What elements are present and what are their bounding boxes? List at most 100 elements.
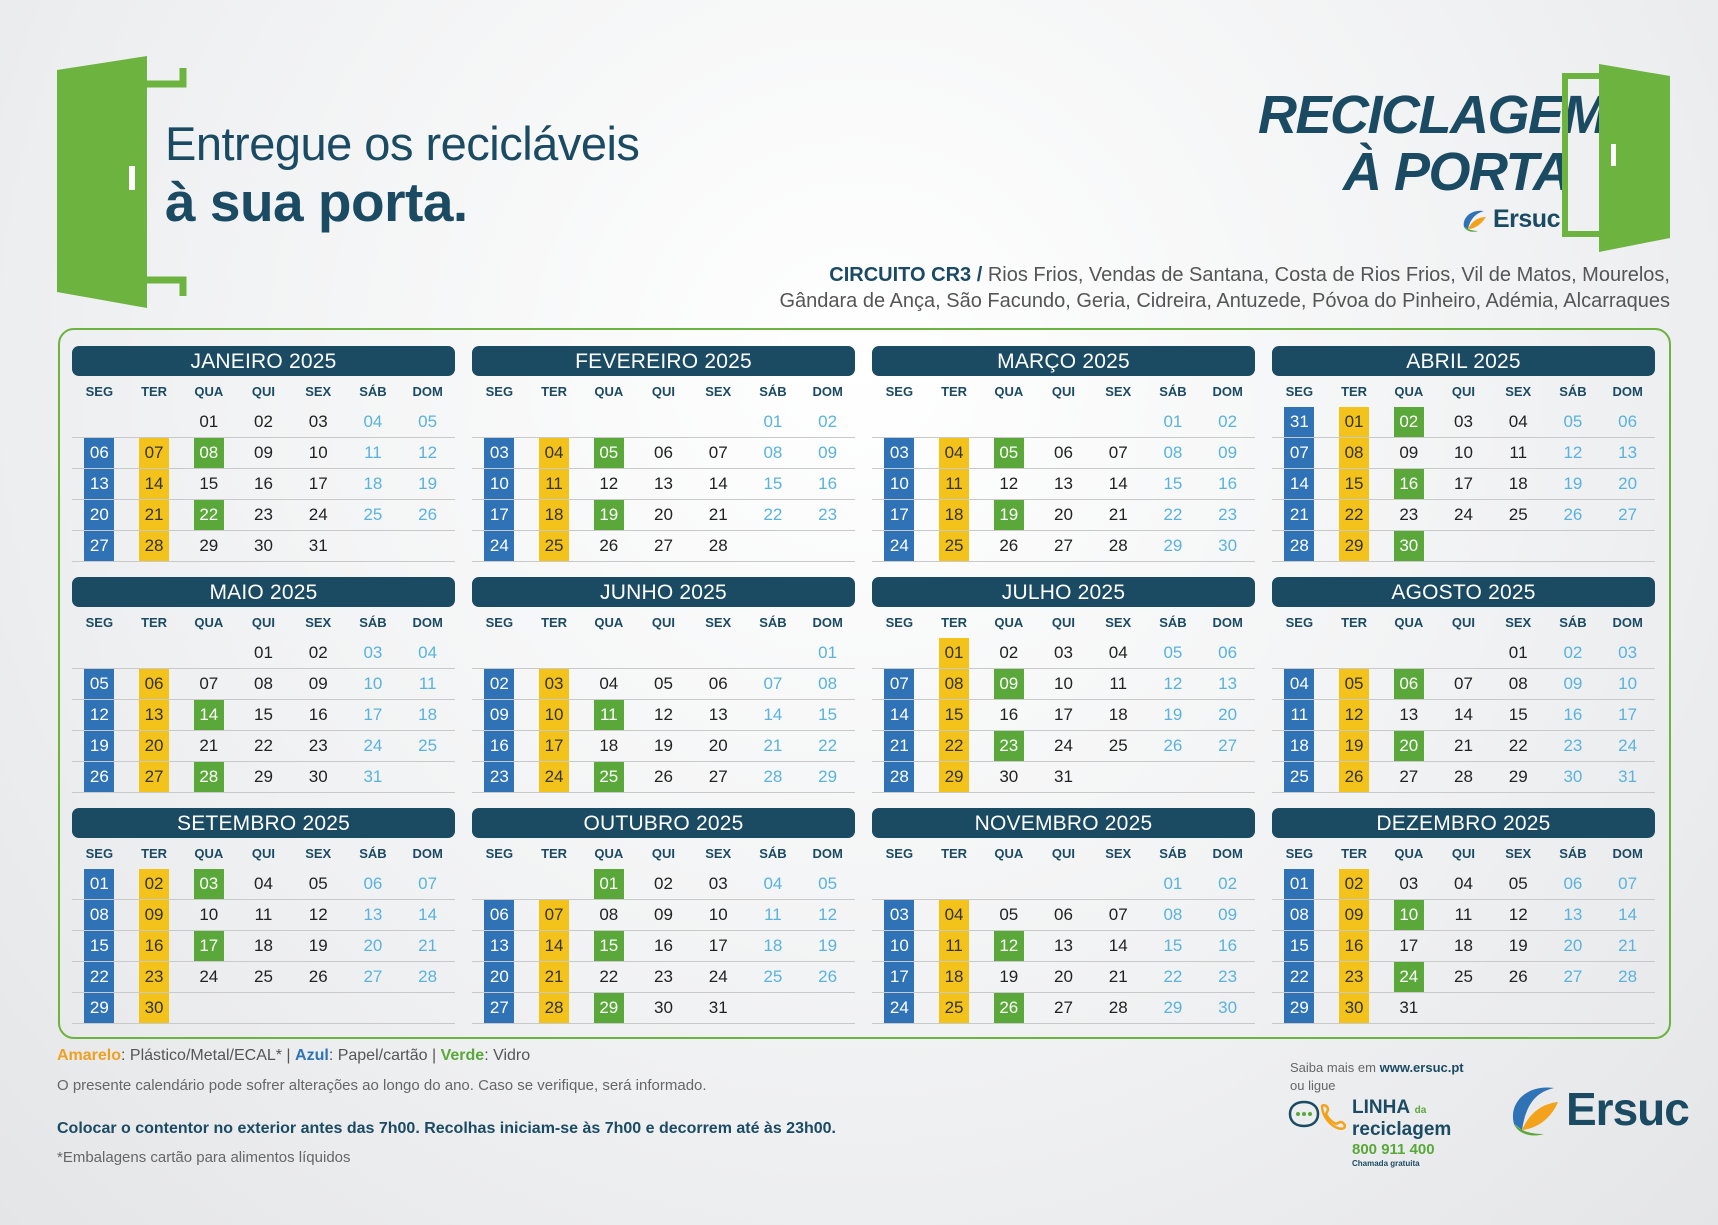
day-number: 24: [484, 531, 515, 561]
day-cell: 10: [472, 469, 527, 499]
day-number: 15: [1284, 931, 1315, 961]
weekday-label: QUI: [1451, 846, 1476, 861]
day-number: 16: [308, 705, 328, 724]
day-number: 06: [1218, 643, 1238, 662]
day-number: 18: [1284, 731, 1315, 761]
day-cell: 15: [1491, 700, 1546, 730]
day-cell: 03: [472, 438, 527, 468]
day-cell: 13: [1036, 931, 1091, 961]
day-number: 16: [999, 705, 1019, 724]
day-number: 03: [193, 869, 224, 899]
day-cell: 25: [1436, 962, 1491, 992]
day-cell: 25: [1491, 500, 1546, 530]
day-cell: 22: [181, 500, 236, 530]
empty-day-cell: [346, 993, 401, 1023]
day-cell: 05: [800, 869, 855, 899]
week-row: 08 09 10 11 12 13 14: [72, 900, 455, 931]
empty-day-cell: [181, 993, 236, 1023]
day-number: 21: [1108, 505, 1128, 524]
day-number: 09: [1218, 443, 1238, 462]
day-cell: 15: [181, 469, 236, 499]
week-row: 21 22 23 24 25 26 27: [872, 731, 1255, 762]
day-cell: 06: [636, 438, 691, 468]
day-number: 28: [193, 762, 224, 792]
day-cell: 10: [1600, 669, 1655, 699]
day-number: 29: [1339, 531, 1370, 561]
day-cell: 09: [981, 669, 1036, 699]
website-link[interactable]: www.ersuc.pt: [1379, 1060, 1464, 1075]
day-number: 12: [654, 705, 673, 724]
day-number: 04: [539, 438, 570, 468]
month-calendar: AGOSTO 2025 SEG TER QUA QUI SEX SÁB DOM 01 02 03 04…: [1272, 577, 1655, 795]
day-cell: 02: [636, 869, 691, 899]
circuit-description: CIRCUITO CR3 / Rios Frios, Vendas de San…: [779, 262, 1670, 314]
empty-day-cell: [1491, 531, 1546, 561]
day-number: 31: [1284, 407, 1315, 437]
weekday-label: QUA: [194, 846, 224, 861]
day-cell: 28: [1091, 993, 1146, 1023]
week-row: 01 02: [872, 407, 1255, 438]
day-cell: 07: [1436, 669, 1491, 699]
day-cell: 01: [72, 869, 127, 899]
week-row: 29 30 31: [1272, 993, 1655, 1024]
day-number: 09: [654, 905, 673, 924]
day-number: 07: [1284, 438, 1315, 468]
empty-day-cell: [472, 869, 527, 899]
day-number: 27: [708, 767, 728, 786]
day-number: 24: [708, 967, 728, 986]
week-row: 03 04 05 06 07 08 09: [472, 438, 855, 469]
week-row: 28 29 30 31: [872, 762, 1255, 793]
day-cell: 13: [691, 700, 746, 730]
day-number: 25: [593, 762, 624, 792]
day-number: 30: [1393, 531, 1424, 561]
day-number: 23: [1218, 967, 1238, 986]
day-cell: 14: [527, 931, 582, 961]
day-cell: 11: [927, 469, 982, 499]
day-cell: 18: [400, 700, 455, 730]
day-cell: 04: [346, 407, 401, 437]
day-cell: 21: [1091, 500, 1146, 530]
weekday-label: QUA: [1394, 615, 1424, 630]
week-row: 06 07 08 09 10 11 12: [72, 438, 455, 469]
day-number: 11: [1109, 674, 1128, 693]
day-cell: 17: [872, 500, 927, 530]
week-row: 31 01 02 03 04 05 06: [1272, 407, 1655, 438]
legend-green-desc: : Vidro: [484, 1047, 531, 1064]
weekday-label: QUA: [1394, 384, 1424, 399]
week-row: 16 17 18 19 20 21 22: [472, 731, 855, 762]
day-number: 27: [139, 762, 170, 792]
day-cell: 25: [236, 962, 291, 992]
day-cell: 05: [1491, 869, 1546, 899]
day-number: 14: [1618, 905, 1638, 924]
empty-day-cell: [981, 869, 1036, 899]
day-cell: 21: [746, 731, 801, 761]
day-number: 19: [993, 500, 1024, 530]
day-cell: 23: [981, 731, 1036, 761]
day-cell: 24: [346, 731, 401, 761]
day-number: 05: [654, 674, 673, 693]
day-cell: 11: [1491, 438, 1546, 468]
week-row: 28 29 30: [1272, 531, 1655, 562]
day-number: 13: [708, 705, 728, 724]
headline-line2: à sua porta.: [165, 171, 468, 233]
weekday-label: DOM: [812, 384, 843, 399]
weekday-label: SEX: [1505, 846, 1532, 861]
hotline-phone[interactable]: 800 911 400: [1352, 1141, 1435, 1158]
day-cell: 07: [691, 438, 746, 468]
day-number: 02: [1218, 412, 1238, 431]
day-cell: 11: [581, 700, 636, 730]
day-cell: 06: [1546, 869, 1601, 899]
day-cell: 09: [236, 438, 291, 468]
day-cell: 11: [746, 900, 801, 930]
day-number: 06: [1054, 905, 1073, 924]
day-number: 08: [1163, 905, 1183, 924]
day-cell: 08: [800, 669, 855, 699]
week-row: 07 08 09 10 11 12 13: [872, 669, 1255, 700]
month-title: DEZEMBRO 2025: [1272, 808, 1655, 838]
day-cell: 23: [636, 962, 691, 992]
day-number: 08: [84, 900, 115, 930]
day-number: 02: [484, 669, 515, 699]
day-cell: 19: [1327, 731, 1382, 761]
day-cell: 21: [400, 931, 455, 961]
week-row: 01 02: [472, 407, 855, 438]
